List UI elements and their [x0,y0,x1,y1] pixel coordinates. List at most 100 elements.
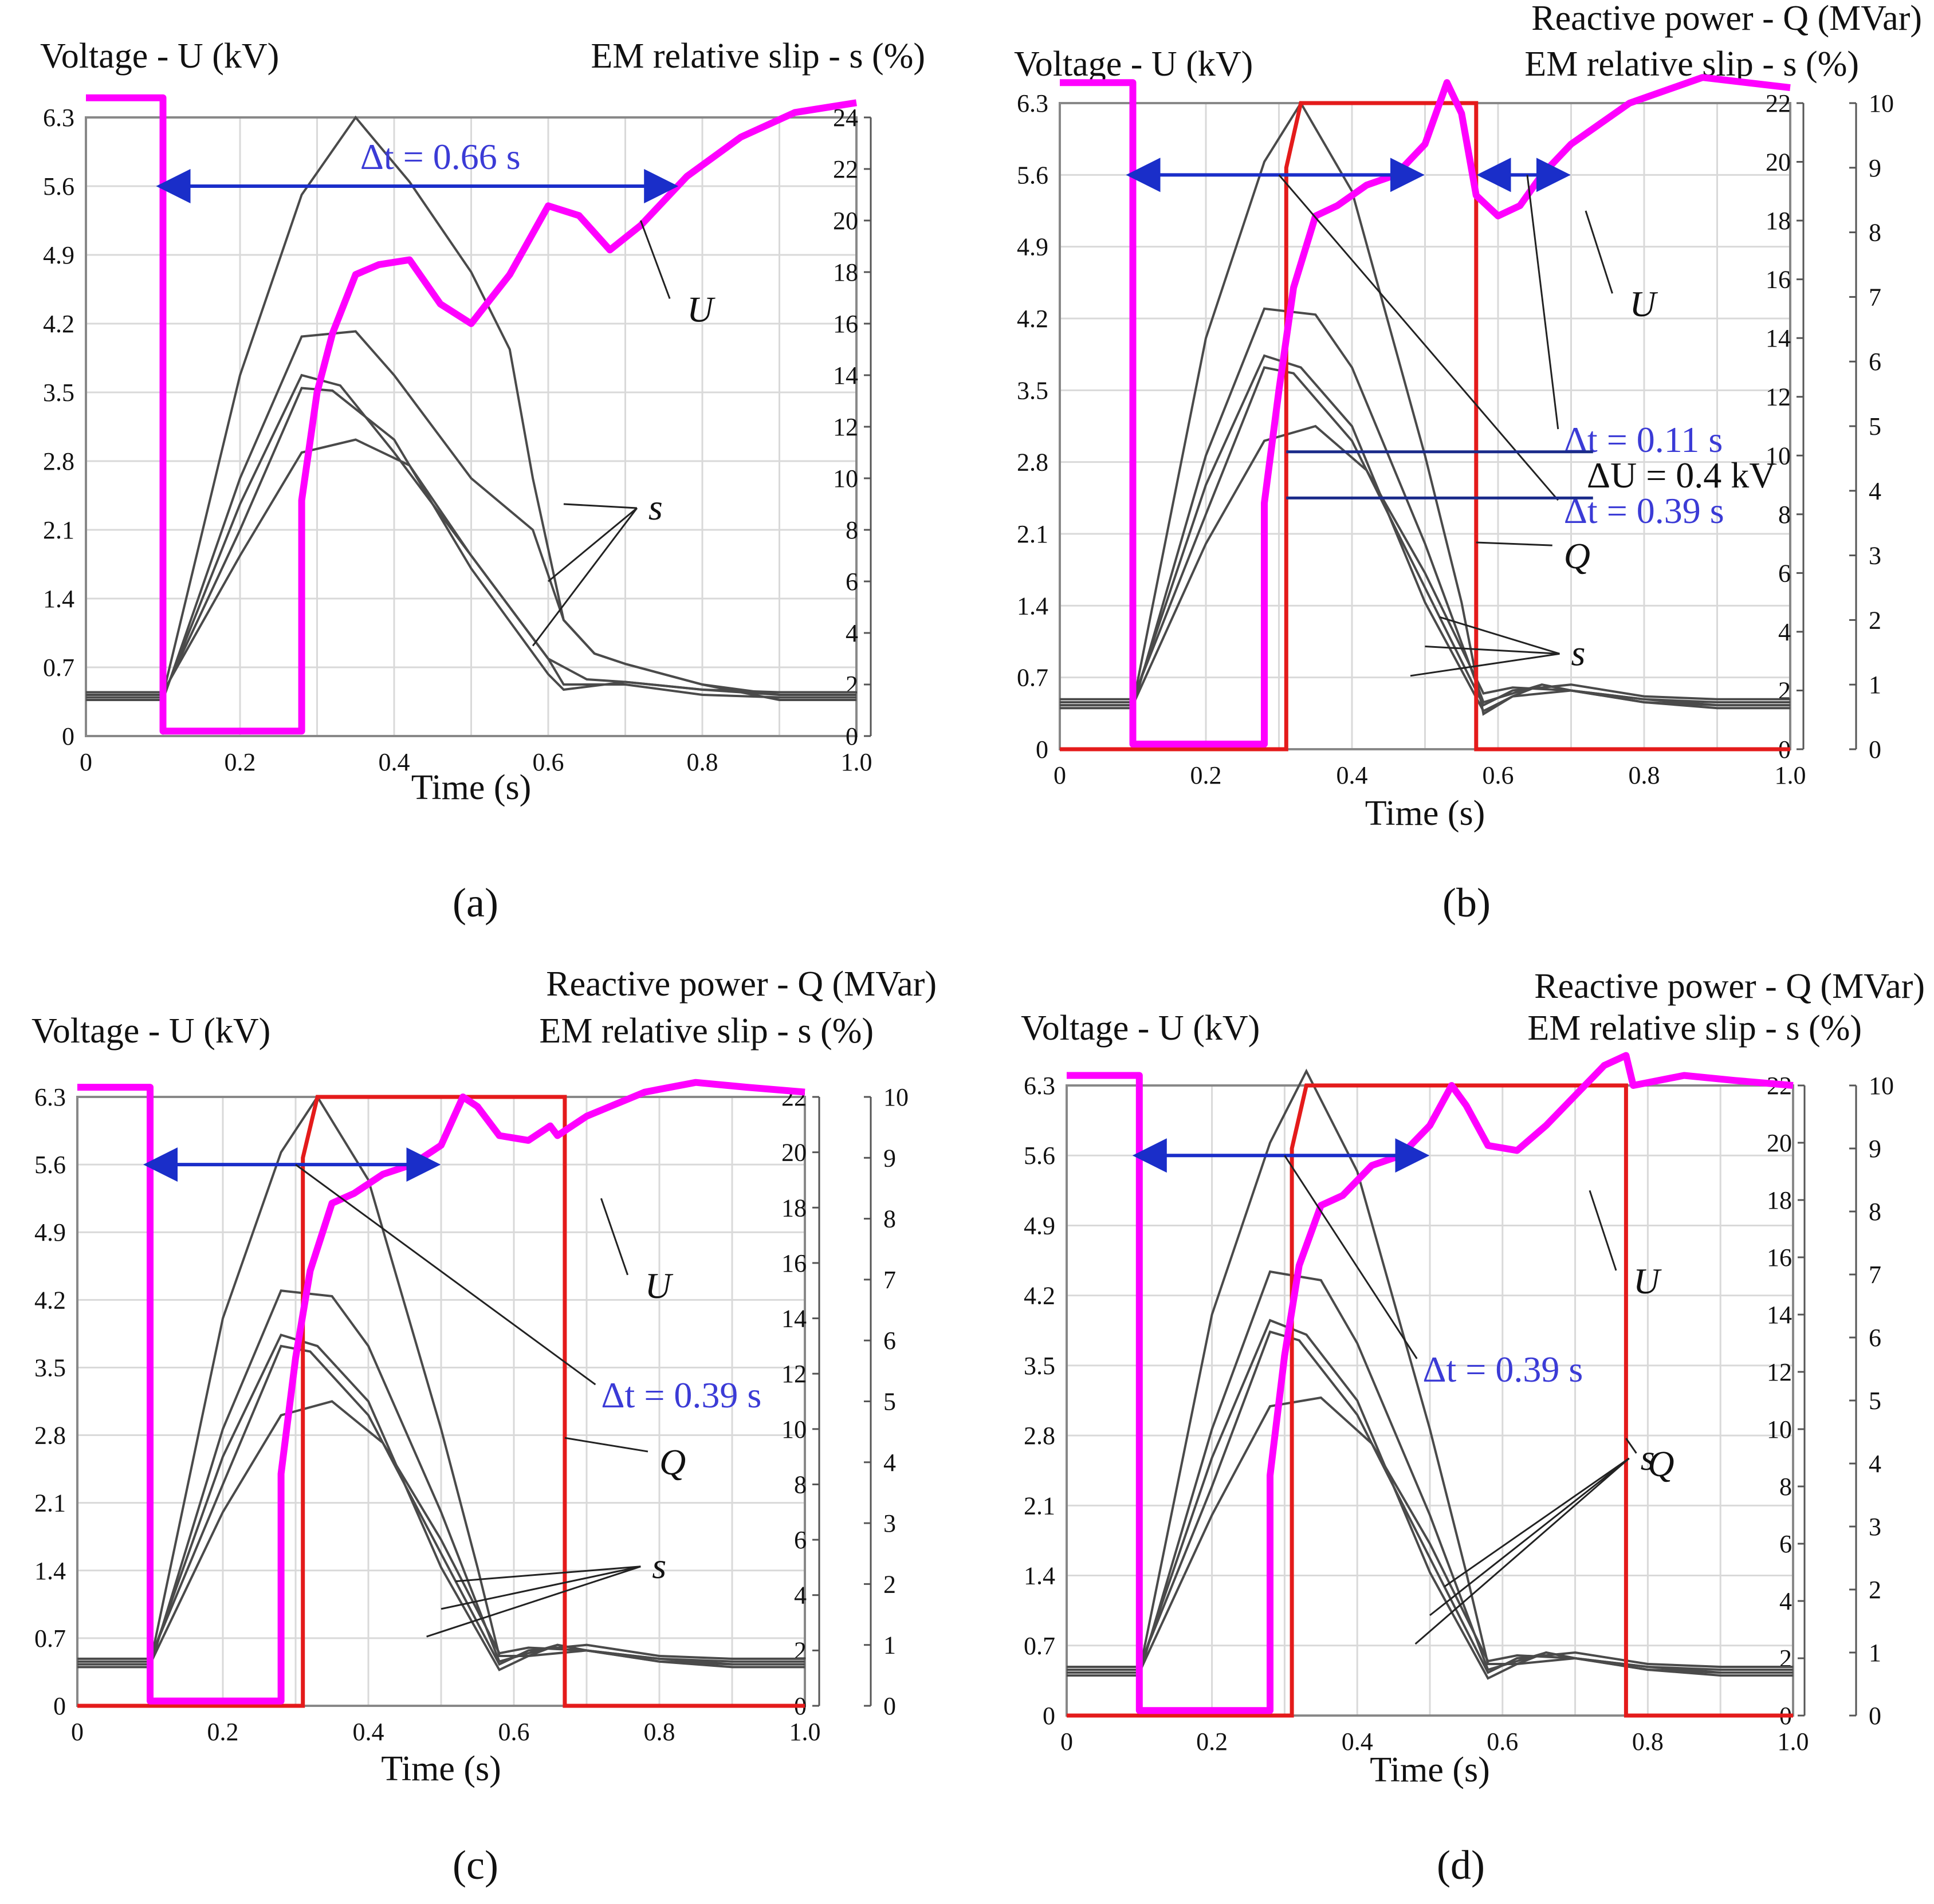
tick-label-q: 7 [883,1266,896,1294]
tick-label-slip: 12 [781,1360,807,1388]
axis-title-left: Voltage - U (kV) [1021,1009,1260,1048]
tick-label-left: 5.6 [1017,161,1048,189]
tick-label-left: 2.1 [1024,1492,1055,1520]
tick-label-slip: 14 [781,1305,807,1333]
tick-label-left: 4.9 [1017,233,1048,261]
tick-label-left: 1.4 [34,1557,66,1585]
tick-label-left: 2.8 [43,447,74,475]
tick-label-q: 4 [883,1449,896,1477]
tick-label-left: 5.6 [43,172,74,200]
tick-label-slip: 12 [1767,1358,1792,1386]
series-s-line [1067,1330,1793,1674]
tick-label-slip: 6 [846,568,858,596]
tick-label-slip: 4 [794,1582,807,1610]
tick-label-x: 0.4 [1336,761,1368,789]
tick-label-slip: 22 [1766,89,1791,117]
tick-label-q: 1 [883,1631,896,1659]
tick-label-x: 0.6 [1487,1728,1518,1756]
tick-label-q: 7 [1869,1261,1881,1289]
series-u-line [77,1079,805,1705]
tick-label-q: 3 [1869,1513,1881,1541]
tick-label-q: 10 [1869,1072,1894,1100]
leader-s [1429,1457,1630,1616]
tick-label-slip: 2 [1778,676,1791,705]
leader-s [1439,616,1560,655]
tick-label-left: 6.3 [34,1083,66,1111]
tick-label-slip: 14 [833,361,858,390]
leader-s [563,503,637,509]
leader-delta-t [1526,175,1559,430]
tick-label-slip: 4 [1778,618,1791,646]
plot-frame [85,116,858,737]
grid [85,116,858,737]
tick-label-left: 2.8 [1024,1422,1055,1450]
tick-label-left: 3.5 [34,1354,66,1382]
tick-label-x: 0.4 [353,1718,384,1746]
tick-label-x: 0.2 [225,748,256,776]
series-u-line [1067,1052,1794,1714]
leader-s [426,1565,641,1638]
tick-label-slip: 6 [1779,1530,1792,1558]
tick-label-x: 0.4 [379,748,410,776]
tick-label-slip: 18 [1767,1186,1792,1214]
tick-label-left: 0.7 [43,654,74,682]
tick-label-x: 0.4 [1342,1728,1373,1756]
series-s-line [1060,424,1790,707]
tick-label-left: 0.7 [1024,1632,1055,1660]
leader-u [1585,210,1613,294]
tick-label-slip: 8 [846,516,858,544]
tick-label-q: 6 [1869,1324,1881,1352]
tick-label-x: 0.2 [207,1718,239,1746]
tick-label-q: 8 [1869,1198,1881,1226]
axis-title-slip: EM relative slip - s (%) [591,37,925,76]
leader-q [1625,1438,1637,1454]
curve-label-s: s [1571,632,1586,673]
axis-title-left: Voltage - U (kV) [40,37,279,76]
tick-label-x: 0.6 [498,1718,530,1746]
tick-label-x: 0.2 [1196,1728,1228,1756]
tick-label-q: 2 [883,1570,896,1598]
tick-label-slip: 14 [1766,324,1791,352]
panel-label: (b) [1442,880,1491,926]
tick-label-slip: 18 [781,1194,807,1222]
tick-label-x: 0 [1054,761,1066,789]
grid [1066,1084,1794,1717]
axis-title-q: Reactive power - Q (MVar) [1531,0,1922,38]
tick-label-slip: 10 [1766,442,1791,470]
tick-label-slip: 20 [833,207,858,235]
tick-label-slip: 20 [1767,1129,1792,1157]
tick-label-left: 2.1 [34,1489,66,1517]
axis-title-slip: EM relative slip - s (%) [1527,1009,1862,1048]
leader-delta-t [295,1163,596,1386]
tick-label-left: 4.2 [34,1286,66,1314]
x-axis-label: Time (s) [411,768,532,807]
chart-panel-b: Voltage - U (kV) EM relative slip - s (%)… [1014,0,1922,926]
tick-label-x: 0 [71,1718,84,1746]
tick-label-left: 0 [1043,1702,1055,1730]
curve-label-q: Q [1564,536,1590,576]
tick-label-left: 4.9 [34,1218,66,1246]
series-s-line [1060,366,1790,707]
tick-label-q: 5 [1869,412,1881,440]
x-axis-label: Time (s) [1370,1750,1490,1789]
leader-s [1410,652,1560,677]
tick-label-slip: 0 [846,722,858,750]
leader-s [1425,646,1560,655]
tick-label-left: 5.6 [1024,1142,1055,1170]
tick-label-q: 6 [883,1327,896,1355]
tick-label-left: 3.5 [1024,1352,1055,1380]
tick-label-left: 6.3 [43,104,74,132]
tick-label-q: 7 [1869,283,1881,311]
series-s-line [77,1344,805,1666]
tick-label-q: 3 [1869,542,1881,570]
chart-panel-c: Voltage - U (kV) EM relative slip - s (%)… [32,965,937,1888]
tick-label-x: 1.0 [1775,761,1806,789]
tick-label-left: 2.8 [1017,449,1048,477]
tick-label-slip: 4 [1779,1587,1792,1615]
axis-title-slip: EM relative slip - s (%) [1524,45,1859,84]
tick-label-left: 0 [53,1692,66,1720]
leader-u [600,1198,629,1276]
tick-label-q: 0 [1869,1702,1881,1730]
tick-label-left: 3.5 [43,379,74,407]
